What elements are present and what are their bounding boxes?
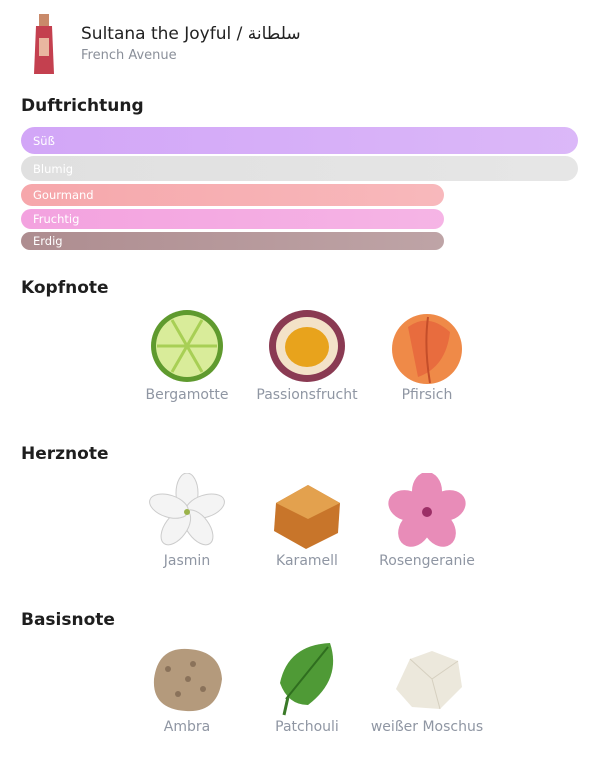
- accord-bar: Süß: [21, 127, 578, 154]
- brand: French Avenue: [81, 48, 177, 63]
- note-image: [269, 310, 345, 382]
- section-heading: Duftrichtung: [21, 96, 144, 116]
- note-image: [392, 314, 462, 384]
- note-label: Pfirsich: [401, 387, 453, 403]
- note-image: [280, 643, 334, 716]
- note-label: Patchouli: [275, 719, 339, 735]
- accord-bar: Gourmand: [21, 184, 445, 206]
- accord-label: Blumig: [33, 161, 74, 176]
- accord-label: Süß: [33, 133, 55, 148]
- note-image: [388, 473, 466, 547]
- note-image: [149, 473, 225, 546]
- accord-label: Fruchtig: [33, 212, 80, 226]
- accord-label: Gourmand: [33, 188, 94, 202]
- note-label: Karamell: [276, 553, 338, 569]
- note-image: [151, 310, 223, 382]
- note-label: Ambra: [163, 719, 211, 735]
- note-label: Bergamotte: [145, 387, 229, 403]
- accord-label: Erdig: [33, 234, 63, 248]
- note-label: Jasmin: [163, 553, 211, 569]
- accord-bar: Blumig: [21, 156, 578, 181]
- note-image: [153, 648, 222, 712]
- note-label: Passionsfrucht: [256, 387, 358, 403]
- product-name: Sultana the Joyful / سلطانة: [81, 24, 301, 44]
- note-label: weißer Moschus: [370, 719, 484, 735]
- accord-bar: Erdig: [21, 232, 445, 250]
- accord-bar: Fruchtig: [21, 209, 445, 229]
- section-heading: Basisnote: [21, 610, 115, 630]
- note-image: [396, 651, 462, 710]
- note-image: [274, 485, 340, 549]
- section-heading: Kopfnote: [21, 278, 109, 298]
- bottle-icon: [34, 14, 54, 74]
- section-heading: Herznote: [21, 444, 109, 464]
- note-label: Rosengeranie: [379, 553, 475, 569]
